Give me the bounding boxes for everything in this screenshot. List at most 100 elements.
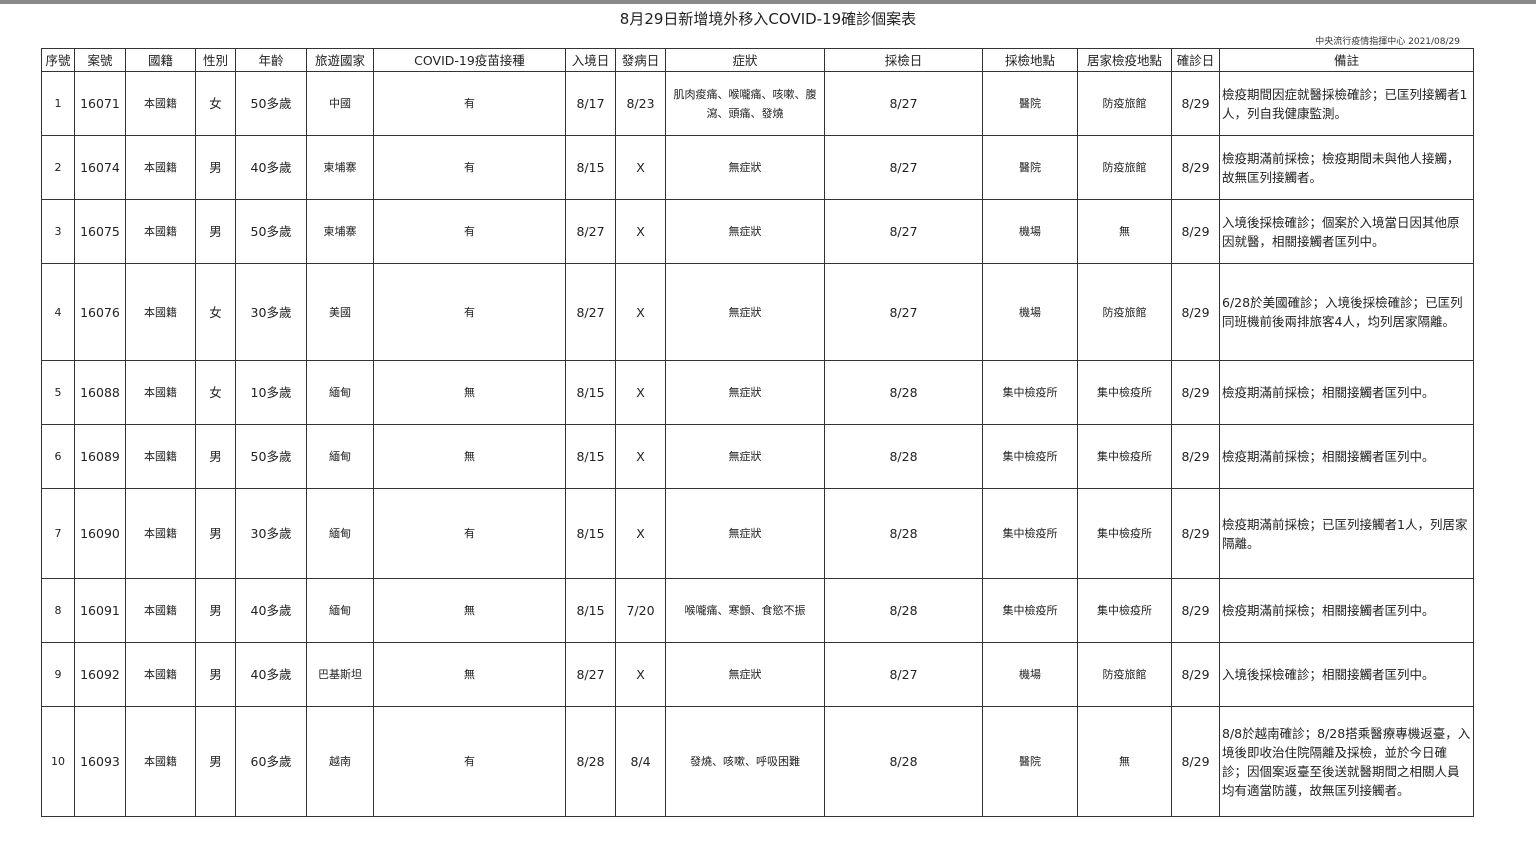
cell-test-date: 8/28 — [824, 488, 983, 579]
cell-test-location: 集中檢疫所 — [982, 360, 1078, 425]
cell-case-id: 16091 — [74, 578, 126, 643]
cell-entry-date: 8/27 — [565, 642, 616, 707]
cell-test-location: 機場 — [982, 263, 1078, 361]
cell-travel-country: 緬甸 — [306, 578, 374, 643]
cell-onset-date: X — [615, 135, 666, 200]
cell-onset-date: X — [615, 199, 666, 264]
cell-travel-country: 緬甸 — [306, 488, 374, 579]
cell-nationality: 本國籍 — [125, 199, 196, 264]
case-table: 序號 案號 國籍 性別 年齡 旅遊國家 COVID-19疫苗接種 入境日 發病日 症狀 採檢日 採檢地… — [41, 48, 1474, 817]
table-row: 6 16089 本國籍男 50多歲 緬甸無 8/15 X 無症狀 8/28 集中檢疫所 集中檢疫所 8… — [41, 424, 1474, 489]
cell-onset-date: X — [615, 360, 666, 425]
header-vaccine: COVID-19疫苗接種 — [373, 48, 566, 72]
cell-sex: 男 — [195, 135, 236, 200]
header-entry-date: 入境日 — [565, 48, 616, 72]
cell-travel-country: 柬埔寨 — [306, 199, 374, 264]
cell-nationality: 本國籍 — [125, 706, 196, 817]
cell-seq: 4 — [41, 263, 75, 361]
cell-seq: 1 — [41, 71, 75, 136]
cell-symptoms: 喉嚨痛、寒顫、食慾不振 — [665, 578, 825, 643]
cell-seq: 2 — [41, 135, 75, 200]
cell-onset-date: 7/20 — [615, 578, 666, 643]
cell-test-location: 機場 — [982, 642, 1078, 707]
cell-vaccine: 有 — [373, 199, 566, 264]
cell-seq: 5 — [41, 360, 75, 425]
cell-confirm-date: 8/29 — [1171, 135, 1220, 200]
cell-nationality: 本國籍 — [125, 424, 196, 489]
cell-test-date: 8/28 — [824, 578, 983, 643]
cell-vaccine: 有 — [373, 263, 566, 361]
cell-age: 60多歲 — [235, 706, 307, 817]
cell-entry-date: 8/15 — [565, 578, 616, 643]
table-row: 10 16093 本國籍男 60多歲 越南有 8/28 8/4 發燒、咳嗽、呼吸困難 8/28 醫… — [41, 706, 1474, 817]
cell-notes: 檢疫期滿前採檢；檢疫期間未與他人接觸，故無匡列接觸者。 — [1219, 135, 1474, 200]
cell-entry-date: 8/27 — [565, 199, 616, 264]
header-case-id: 案號 — [74, 48, 126, 72]
cell-quarantine-location: 防疫旅館 — [1077, 263, 1172, 361]
header-confirm-date: 確診日 — [1171, 48, 1220, 72]
cell-test-location: 集中檢疫所 — [982, 488, 1078, 579]
cell-quarantine-location: 集中檢疫所 — [1077, 424, 1172, 489]
cell-seq: 7 — [41, 488, 75, 579]
cell-entry-date: 8/17 — [565, 71, 616, 136]
cell-seq: 3 — [41, 199, 75, 264]
cell-case-id: 16088 — [74, 360, 126, 425]
cell-nationality: 本國籍 — [125, 135, 196, 200]
header-notes: 備註 — [1219, 48, 1474, 72]
cell-notes: 入境後採檢確診；個案於入境當日因其他原因就醫，相關接觸者匡列中。 — [1219, 199, 1474, 264]
cell-travel-country: 美國 — [306, 263, 374, 361]
cell-case-id: 16071 — [74, 71, 126, 136]
cell-travel-country: 越南 — [306, 706, 374, 817]
cell-test-date: 8/28 — [824, 706, 983, 817]
cell-entry-date: 8/28 — [565, 706, 616, 817]
cell-notes: 8/8於越南確診；8/28搭乘醫療專機返臺，入境後即收治住院隔離及採檢，並於今日… — [1219, 706, 1474, 817]
table-row: 8 16091 本國籍男 40多歲 緬甸無 8/15 7/20 喉嚨痛、寒顫、食慾不振 8/28… — [41, 578, 1474, 643]
cell-travel-country: 中國 — [306, 71, 374, 136]
top-bar — [0, 0, 1536, 4]
table-row: 2 16074 本國籍男 40多歲 柬埔寨有 8/15 X 無症狀 8/27 醫院 防疫旅館 8/29… — [41, 135, 1474, 200]
cell-travel-country: 巴基斯坦 — [306, 642, 374, 707]
header-quarantine-location: 居家檢疫地點 — [1077, 48, 1172, 72]
cell-confirm-date: 8/29 — [1171, 424, 1220, 489]
cell-test-location: 集中檢疫所 — [982, 578, 1078, 643]
cell-notes: 檢疫期間因症就醫採檢確診；已匡列接觸者1人，列自我健康監測。 — [1219, 71, 1474, 136]
cell-quarantine-location: 無 — [1077, 706, 1172, 817]
cell-test-location: 機場 — [982, 199, 1078, 264]
cell-sex: 女 — [195, 71, 236, 136]
cell-nationality: 本國籍 — [125, 578, 196, 643]
cell-test-location: 醫院 — [982, 71, 1078, 136]
cell-symptoms: 肌肉痠痛、喉嚨痛、咳嗽、腹瀉、頭痛、發燒 — [665, 71, 825, 136]
cell-confirm-date: 8/29 — [1171, 642, 1220, 707]
header-sex: 性別 — [195, 48, 236, 72]
cell-test-date: 8/28 — [824, 424, 983, 489]
cell-sex: 男 — [195, 488, 236, 579]
cell-entry-date: 8/15 — [565, 424, 616, 489]
cell-quarantine-location: 防疫旅館 — [1077, 642, 1172, 707]
cell-age: 40多歲 — [235, 642, 307, 707]
cell-case-id: 16090 — [74, 488, 126, 579]
cell-confirm-date: 8/29 — [1171, 706, 1220, 817]
page-title: 8月29日新增境外移入COVID-19確診個案表 — [619, 10, 917, 28]
cell-symptoms: 無症狀 — [665, 488, 825, 579]
cell-travel-country: 緬甸 — [306, 424, 374, 489]
cell-sex: 男 — [195, 199, 236, 264]
cell-travel-country: 緬甸 — [306, 360, 374, 425]
cell-age: 50多歲 — [235, 71, 307, 136]
cell-test-date: 8/27 — [824, 135, 983, 200]
cell-onset-date: X — [615, 424, 666, 489]
header-nationality: 國籍 — [125, 48, 196, 72]
cell-seq: 9 — [41, 642, 75, 707]
cell-age: 10多歲 — [235, 360, 307, 425]
table-row: 5 16088 本國籍女 10多歲 緬甸無 8/15 X 無症狀 8/28 集中檢疫所 集中檢疫所 8… — [41, 360, 1474, 425]
header-onset-date: 發病日 — [615, 48, 666, 72]
cell-onset-date: X — [615, 488, 666, 579]
cell-notes: 檢疫期滿前採檢；相關接觸者匡列中。 — [1219, 360, 1474, 425]
cell-sex: 女 — [195, 360, 236, 425]
cell-nationality: 本國籍 — [125, 360, 196, 425]
header-test-date: 採檢日 — [824, 48, 983, 72]
cell-seq: 8 — [41, 578, 75, 643]
table-row: 3 16075 本國籍男 50多歲 柬埔寨有 8/27 X 無症狀 8/27 機場無 8/29 入境後… — [41, 199, 1474, 264]
cell-onset-date: X — [615, 642, 666, 707]
cell-symptoms: 無症狀 — [665, 263, 825, 361]
cell-test-date: 8/27 — [824, 199, 983, 264]
